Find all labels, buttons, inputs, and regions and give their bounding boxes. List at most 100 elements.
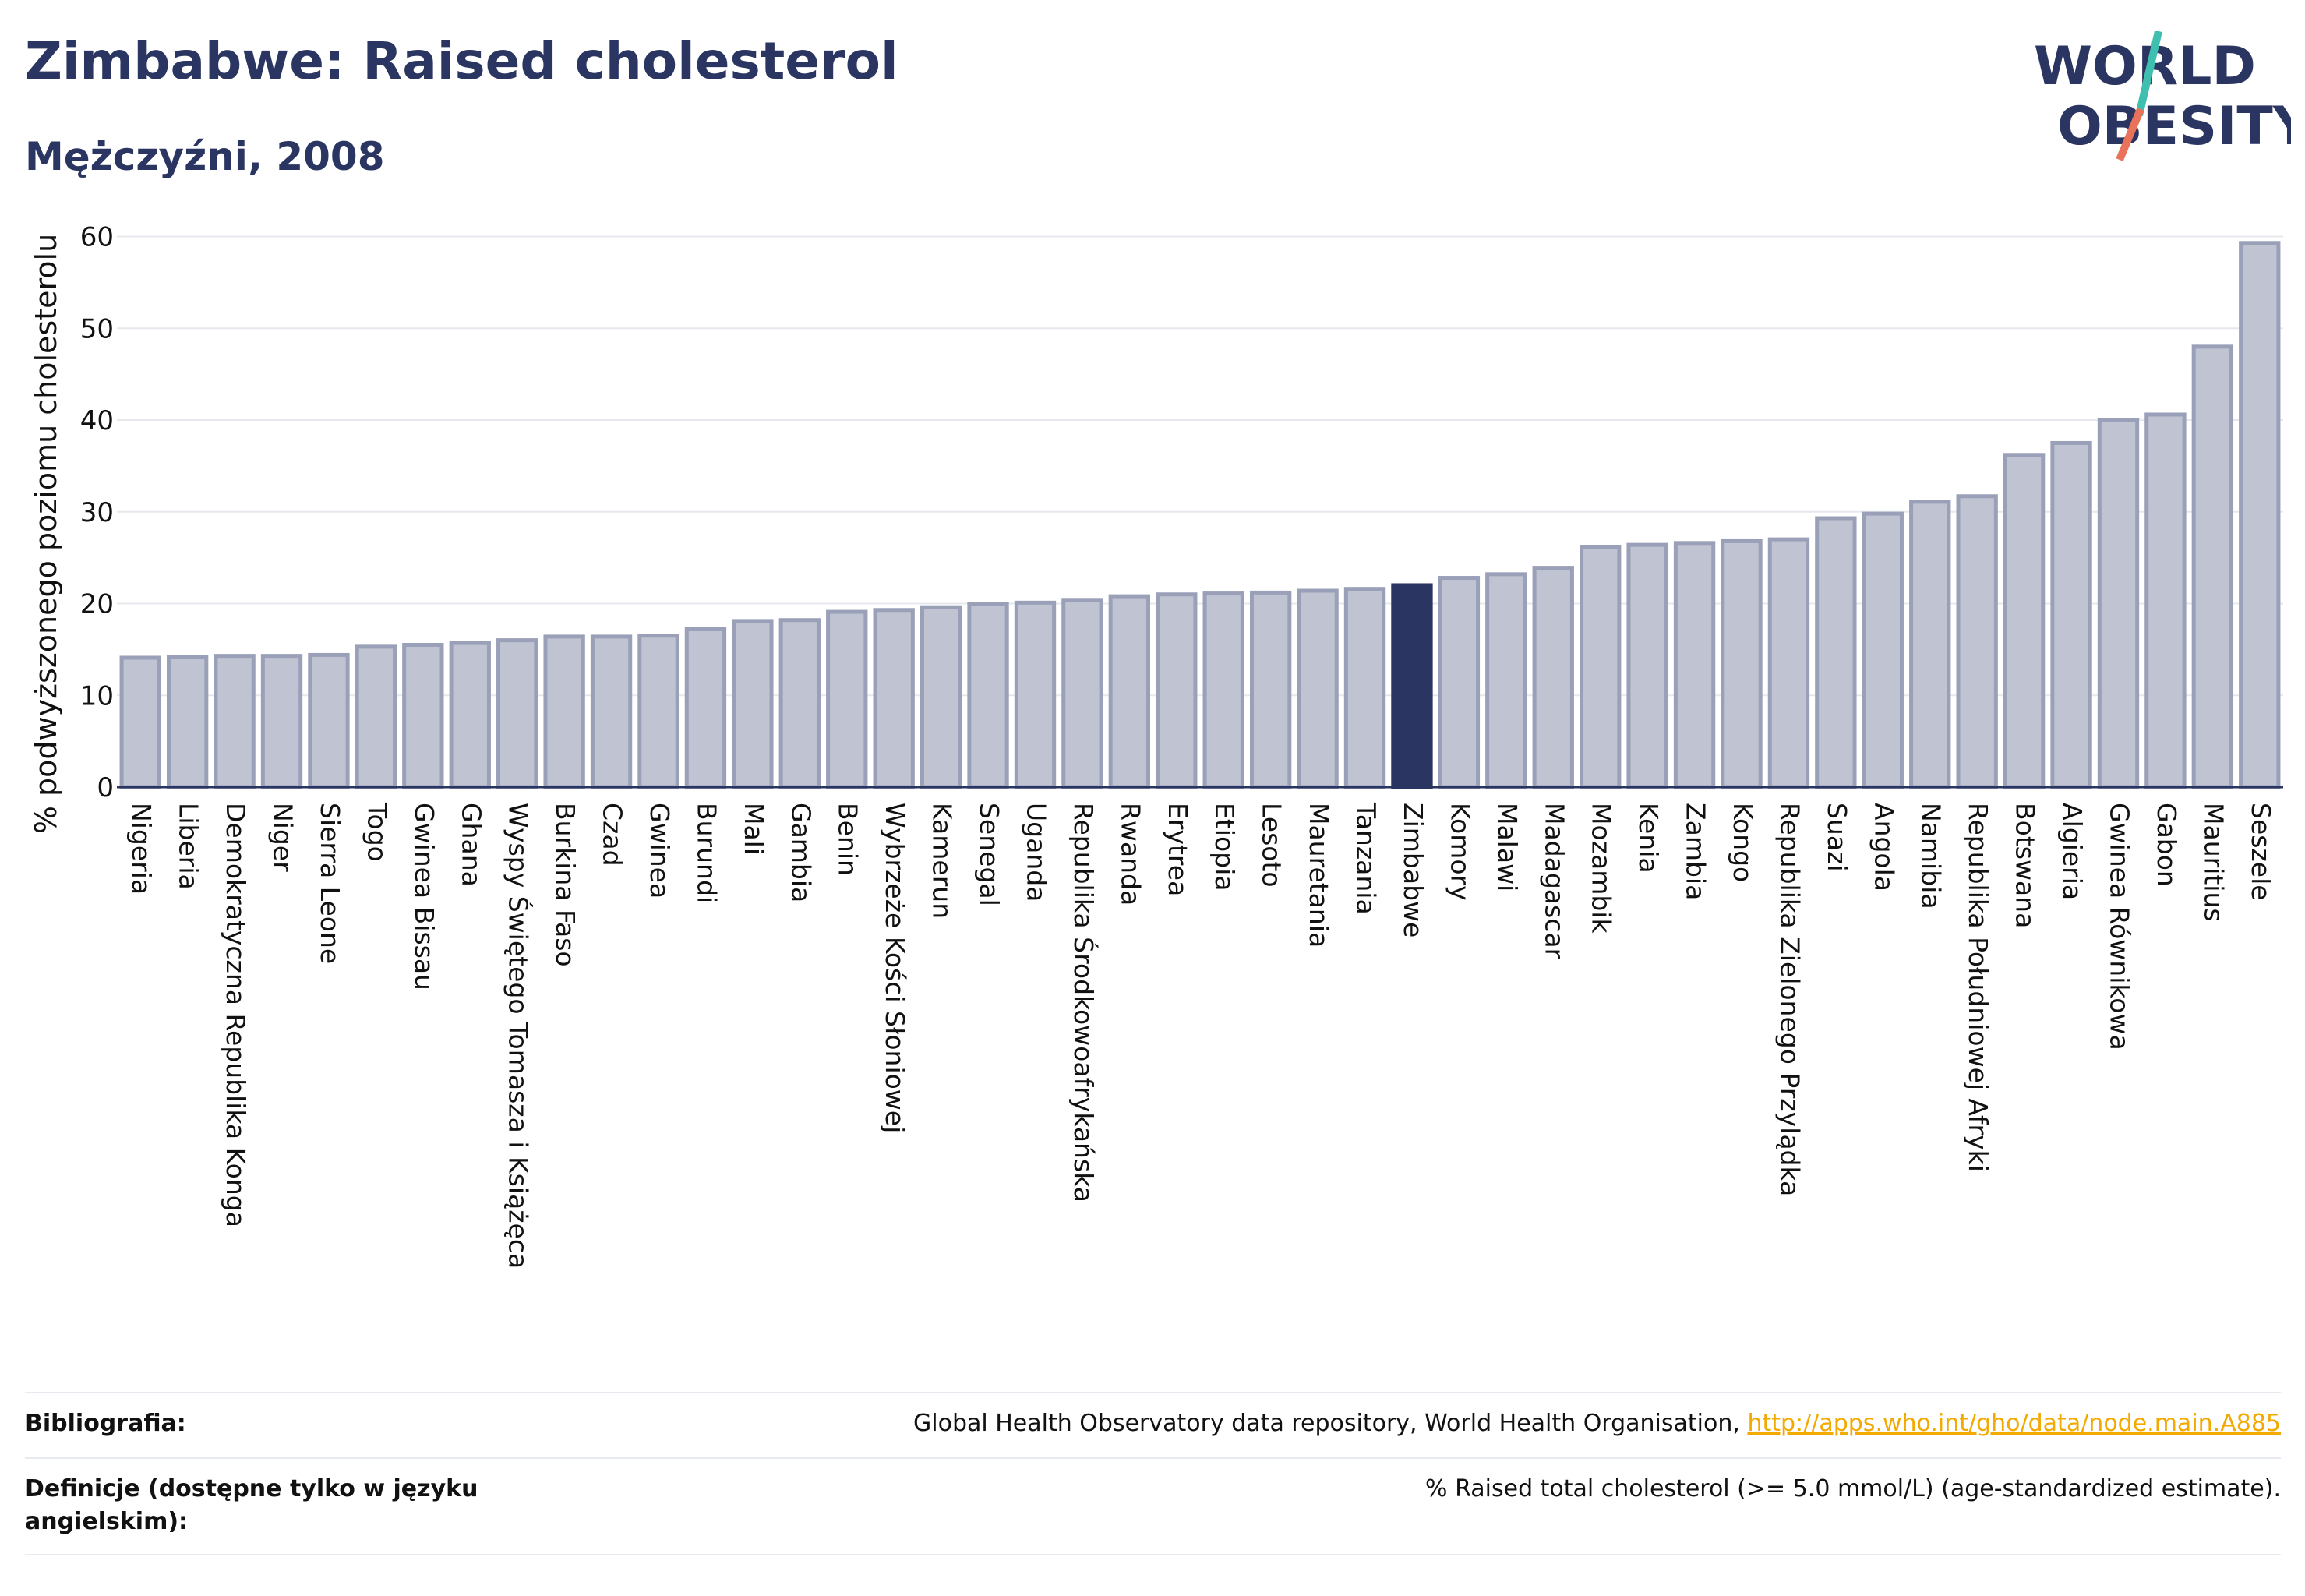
x-category-label: Burkina Faso xyxy=(550,803,581,967)
x-category-label: Rwanda xyxy=(1115,803,1145,906)
bar-37[interactable] xyxy=(1862,511,1904,789)
y-axis-label: % podwyższonego poziomu cholesterolu xyxy=(29,234,63,834)
x-category-label: Gambia xyxy=(785,803,816,902)
bar-36[interactable] xyxy=(1815,516,1857,789)
bar-28[interactable] xyxy=(1438,576,1481,789)
x-category-label: Seszele xyxy=(2246,803,2276,901)
bar-13[interactable] xyxy=(732,619,774,789)
bar-20[interactable] xyxy=(1061,598,1103,789)
y-tick-label: 0 xyxy=(97,772,114,803)
bar-9[interactable] xyxy=(543,634,585,789)
x-category-labels: Nigeria Liberia Demokratyczna Republika Ko… xyxy=(126,802,2276,1269)
y-tick-label: 40 xyxy=(80,405,114,436)
bar-35[interactable] xyxy=(1767,537,1810,789)
x-category-label: Gwinea Równikowa xyxy=(2104,803,2134,1050)
bar-2[interactable] xyxy=(214,654,256,789)
bar-15[interactable] xyxy=(826,609,868,789)
chart-title: Zimbabwe: Raised cholesterol xyxy=(25,31,898,91)
bar-45[interactable] xyxy=(2239,241,2281,789)
x-category-label: Erytrea xyxy=(1163,803,1193,896)
footer-bibliography-row: Bibliografia: Global Health Observatory … xyxy=(25,1407,2281,1440)
x-category-label: Madagascar xyxy=(1539,803,1569,959)
bar-0[interactable] xyxy=(119,655,161,789)
bar-29[interactable] xyxy=(1485,572,1527,789)
bar-43[interactable] xyxy=(2144,412,2187,789)
x-category-label: Republika Południowej Afryki xyxy=(1963,803,1993,1172)
chart-subtitle: Mężczyźni, 2008 xyxy=(25,134,385,179)
logo-slash-coral xyxy=(2116,108,2144,161)
x-category-label: Kenia xyxy=(1633,803,1664,874)
bar-39[interactable] xyxy=(1956,494,1998,789)
x-category-label: Republika Zielonego Przylądka xyxy=(1774,803,1805,1196)
bar-chart: 0 10 20 30 40 50 60 Nigeria Liberia Demokratyczn… xyxy=(29,222,2283,1269)
x-category-label: Wyspy Świętego Tomasza i Książęca xyxy=(503,803,535,1269)
bar-1[interactable] xyxy=(166,655,209,789)
x-category-label: Etiopia xyxy=(1209,803,1240,892)
bar-4[interactable] xyxy=(308,652,350,789)
x-category-label: Nigeria xyxy=(126,803,157,895)
bar-40[interactable] xyxy=(2003,453,2046,789)
bar-33[interactable] xyxy=(1673,541,1716,789)
x-category-label: Zimbabwe xyxy=(1398,803,1428,937)
x-category-label: Mali xyxy=(739,803,769,855)
y-tick-labels: 0 10 20 30 40 50 60 xyxy=(80,222,114,803)
x-category-label: Burundi xyxy=(691,803,722,903)
logo-line2: OBESITY xyxy=(2057,96,2291,157)
x-category-label: Wybrzeże Kości Słoniowej xyxy=(880,803,910,1133)
x-category-label: Zambia xyxy=(1681,803,1711,900)
bar-10[interactable] xyxy=(590,634,633,789)
bar-24[interactable] xyxy=(1249,590,1292,789)
x-category-label: Angola xyxy=(1869,803,1899,892)
x-category-label: Botswana xyxy=(2010,803,2041,928)
x-category-label: Togo xyxy=(362,802,392,862)
bar-27[interactable] xyxy=(1391,583,1433,789)
bar-34[interactable] xyxy=(1721,538,1763,789)
x-category-label: Algieria xyxy=(2057,803,2088,900)
x-category-label: Malawi xyxy=(1492,803,1523,892)
x-category-label: Gwinea Bissau xyxy=(409,803,439,990)
bibliography-link[interactable]: http://apps.who.int/gho/data/node.main.A… xyxy=(1747,1410,2281,1437)
bar-7[interactable] xyxy=(449,641,491,789)
definitions-label: Definicje (dostępne tylko w języku angie… xyxy=(25,1475,478,1535)
bar-14[interactable] xyxy=(778,618,821,789)
world-obesity-logo[interactable]: WORLD OBESITY xyxy=(2034,31,2291,164)
bar-16[interactable] xyxy=(873,608,915,789)
bar-6[interactable] xyxy=(402,643,444,789)
x-category-label: Niger xyxy=(268,803,298,872)
x-category-label: Demokratyczna Republika Konga xyxy=(221,803,251,1227)
bar-8[interactable] xyxy=(496,638,538,789)
bar-38[interactable] xyxy=(1909,500,1951,789)
footer-definitions-row: Definicje (dostępne tylko w języku angie… xyxy=(25,1473,2281,1538)
y-tick-label: 60 xyxy=(80,222,114,253)
bar-3[interactable] xyxy=(260,654,303,789)
bar-41[interactable] xyxy=(2050,440,2092,789)
bar-30[interactable] xyxy=(1532,566,1574,789)
bar-21[interactable] xyxy=(1108,594,1151,789)
bar-18[interactable] xyxy=(967,602,1009,789)
x-category-label: Komory xyxy=(1445,803,1475,901)
bar-42[interactable] xyxy=(2097,418,2140,789)
bar-31[interactable] xyxy=(1580,545,1622,789)
bar-32[interactable] xyxy=(1626,542,1668,789)
x-category-label: Liberia xyxy=(174,803,204,890)
y-tick-label: 10 xyxy=(80,680,114,711)
y-tick-label: 20 xyxy=(80,589,114,620)
x-category-label: Ghana xyxy=(456,803,486,887)
bar-22[interactable] xyxy=(1156,592,1198,789)
bar-12[interactable] xyxy=(684,627,727,789)
bars xyxy=(119,241,2281,789)
y-tick-label: 50 xyxy=(80,313,114,344)
x-category-label: Mauritius xyxy=(2198,803,2229,922)
bar-23[interactable] xyxy=(1202,591,1244,789)
bar-19[interactable] xyxy=(1014,600,1057,789)
bar-25[interactable] xyxy=(1297,588,1339,789)
bar-17[interactable] xyxy=(920,605,962,789)
bar-44[interactable] xyxy=(2191,344,2234,789)
x-category-label: Republika Środkowoafrykańska xyxy=(1068,803,1100,1202)
x-category-label: Kamerun xyxy=(927,803,958,919)
bar-26[interactable] xyxy=(1343,587,1386,789)
bibliography-label: Bibliografia: xyxy=(25,1410,186,1437)
x-category-label: Suazi xyxy=(1822,803,1852,872)
bar-11[interactable] xyxy=(637,634,679,789)
bar-5[interactable] xyxy=(355,644,397,789)
